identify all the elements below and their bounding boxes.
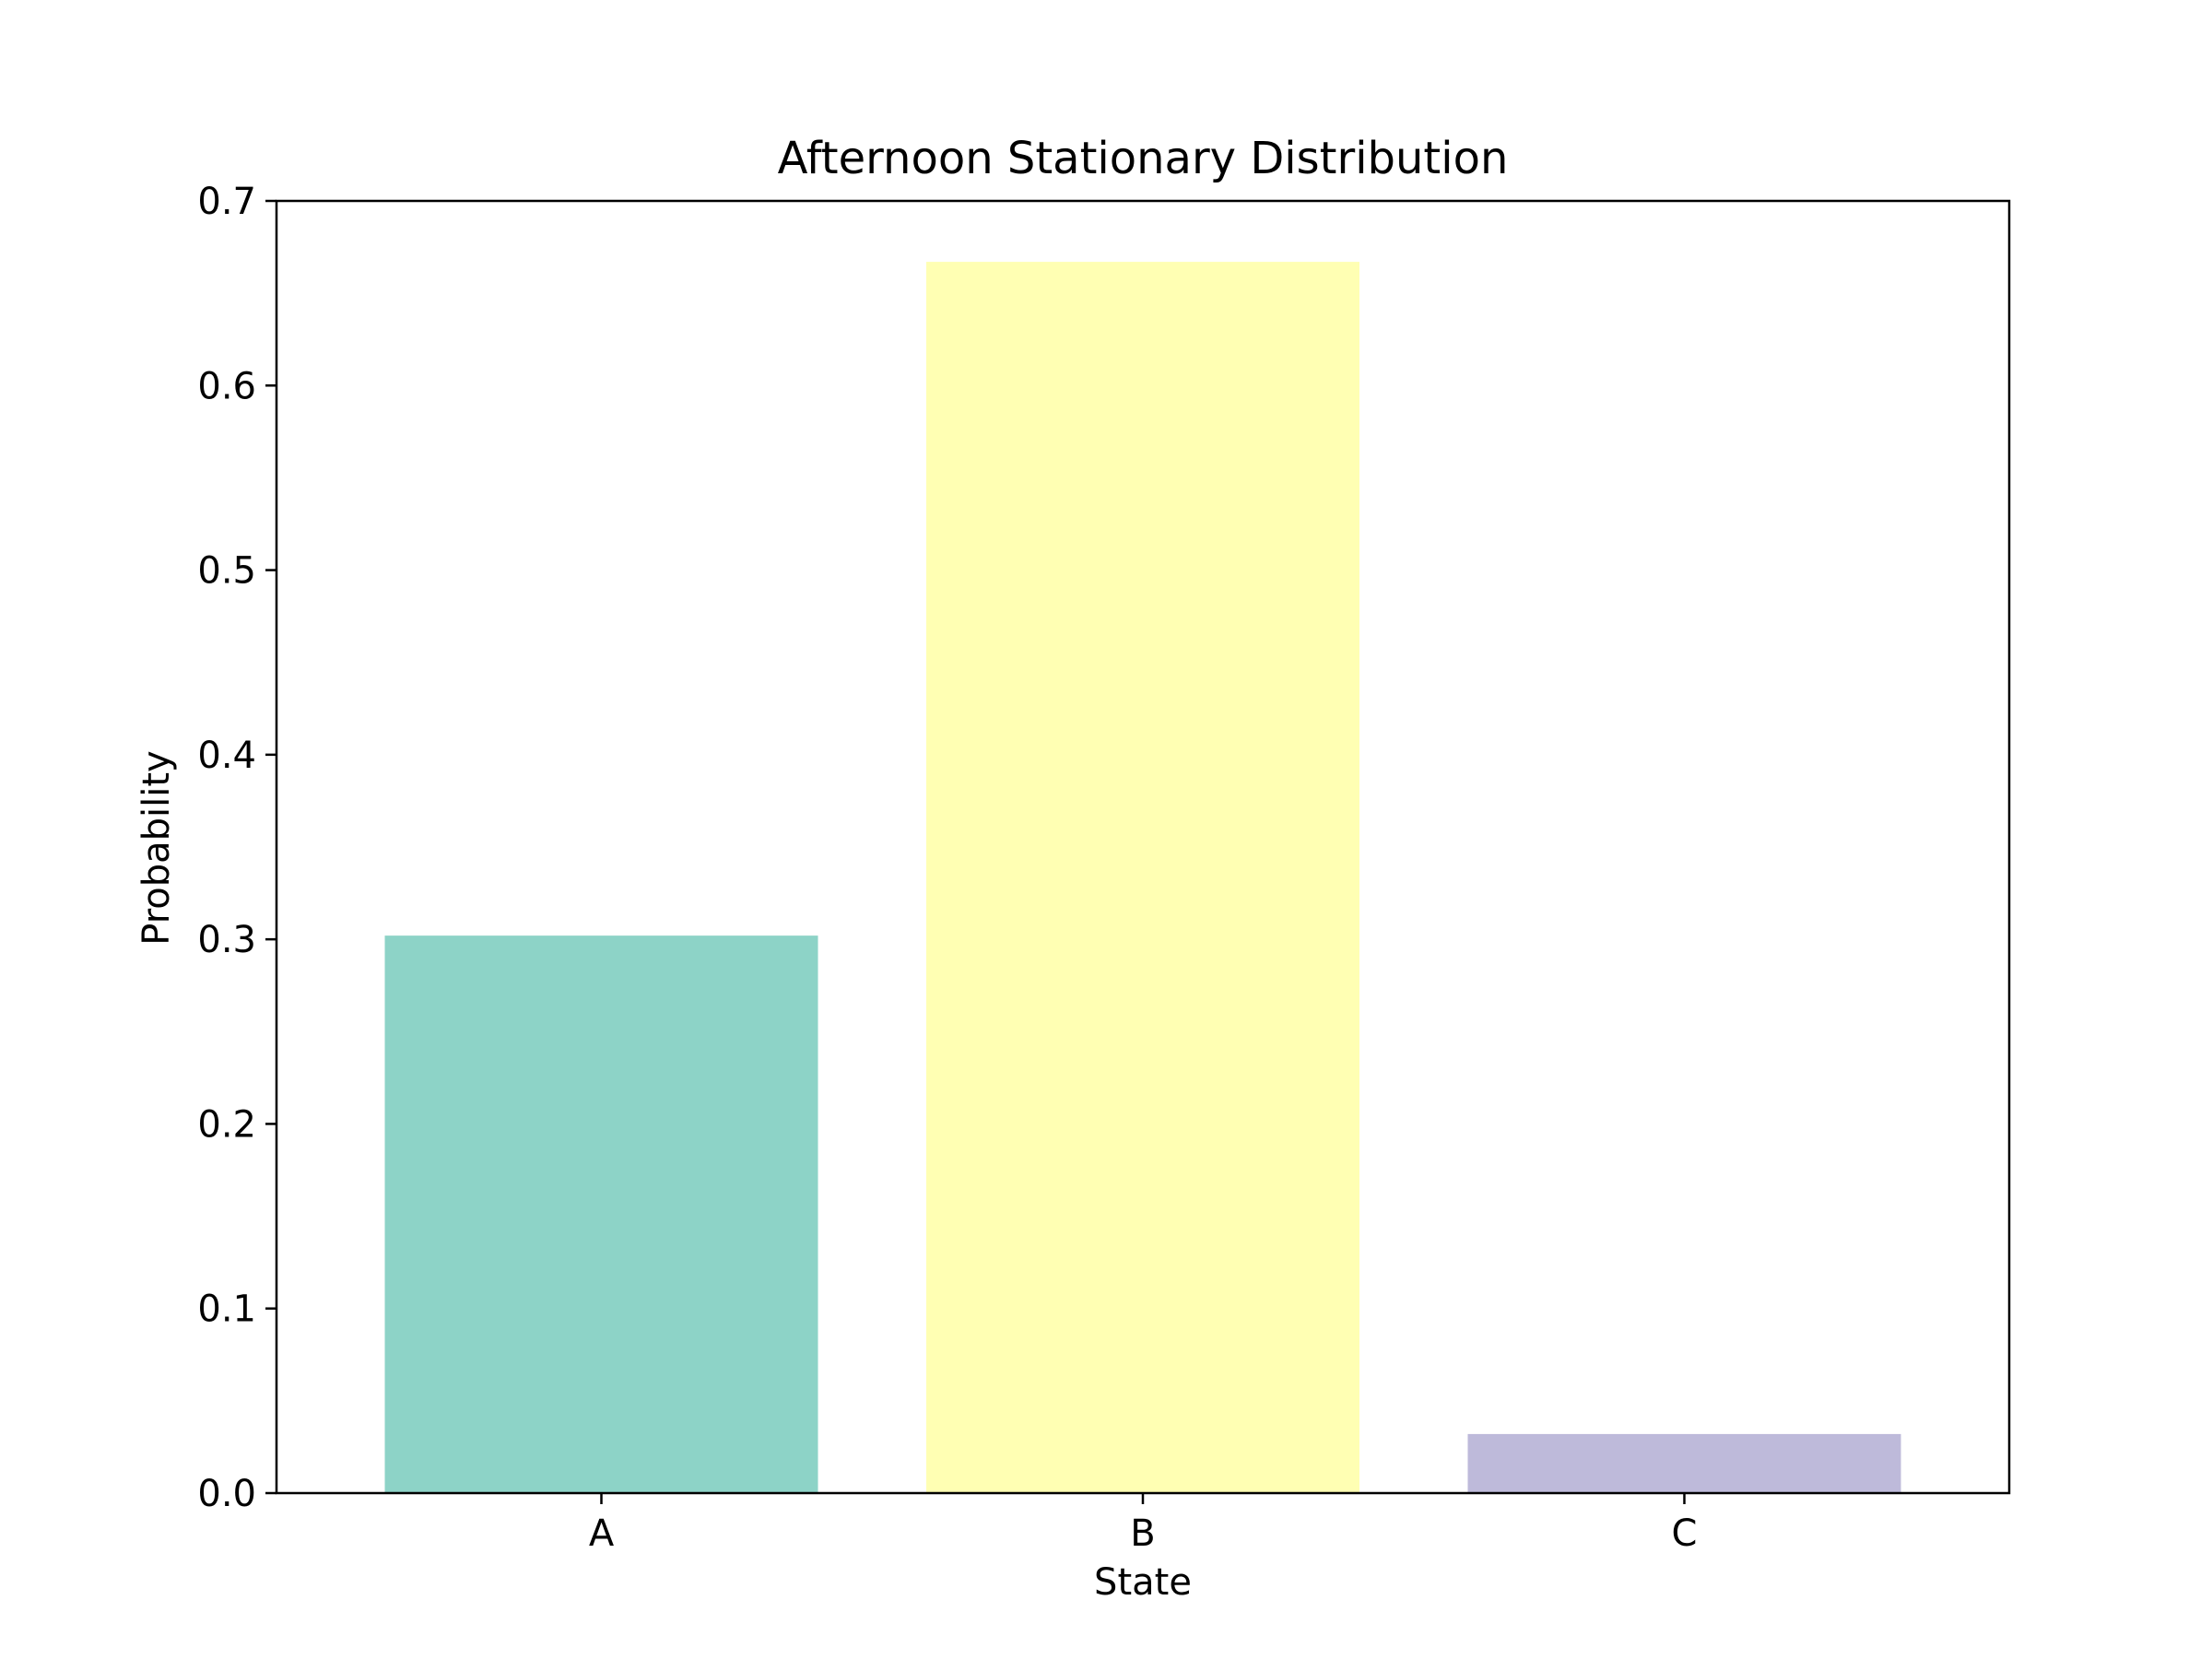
x-tick-label: A [589, 1512, 615, 1555]
chart-title: Afternoon Stationary Distribution [778, 133, 1509, 184]
y-tick-label: 0.7 [197, 181, 256, 223]
x-tick-label: C [1672, 1512, 1698, 1555]
bar-c [1467, 1433, 1901, 1493]
plot-frame [275, 199, 2011, 1495]
y-axis-label: Probability [135, 750, 178, 945]
y-axis-ticks: 0.0 0.1 0.2 0.3 0.4 0.5 0.6 0.7 [197, 181, 276, 1515]
x-axis-label: State [1094, 1561, 1192, 1604]
y-tick-label: 0.3 [197, 919, 256, 961]
y-tick-label: 0.5 [197, 550, 256, 593]
y-tick-label: 0.2 [197, 1103, 256, 1146]
x-tick-label: B [1130, 1512, 1155, 1555]
bar-b [926, 262, 1359, 1494]
x-axis-ticks: A B C [589, 1493, 1698, 1555]
bar-a [384, 935, 818, 1493]
y-tick-label: 0.0 [197, 1473, 256, 1515]
y-tick-label: 0.4 [197, 735, 256, 777]
bars-group [384, 262, 1901, 1494]
y-tick-label: 0.1 [197, 1288, 256, 1331]
y-tick-label: 0.6 [197, 365, 256, 407]
